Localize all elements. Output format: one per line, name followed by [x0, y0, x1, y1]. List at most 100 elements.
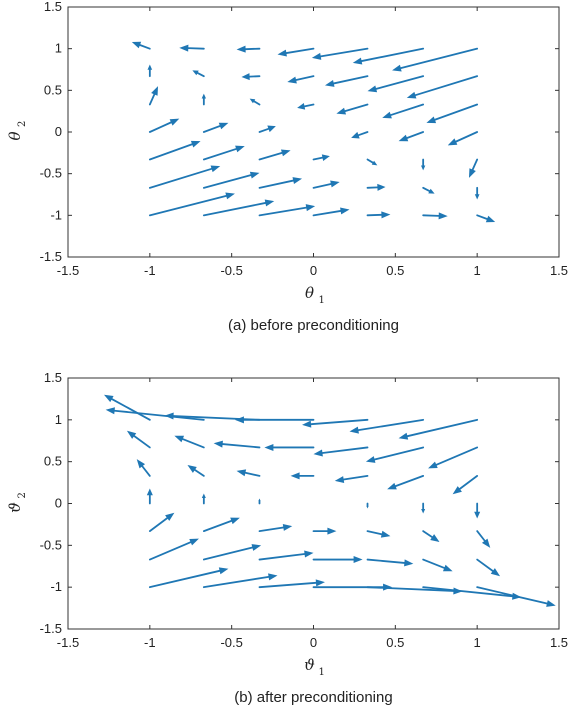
y-axis-label-group: ϑ2 — [6, 492, 28, 513]
vector-arrow — [474, 502, 481, 519]
x-tick-label: 1.5 — [550, 263, 568, 278]
vector-arrow — [258, 149, 291, 161]
y-tick-label: -1.5 — [40, 249, 62, 264]
vector-arrow — [202, 199, 275, 217]
vector-arrow — [201, 93, 207, 106]
vector-arrow — [202, 171, 260, 189]
vector-arrow — [148, 567, 229, 589]
vector-arrow — [131, 41, 151, 50]
vector-arrow — [351, 131, 369, 139]
vector-arrow — [422, 558, 453, 572]
y-tick-label: 0.5 — [44, 454, 62, 469]
y-axis-label: ϑ — [6, 502, 24, 513]
vector-arrow — [126, 430, 151, 449]
vector-arrow — [258, 550, 314, 561]
vector-arrow — [422, 530, 440, 542]
vector-arrow — [202, 145, 245, 161]
vector-arrow — [258, 523, 293, 533]
y-tick-label: 1.5 — [44, 370, 62, 385]
vector-arrow — [312, 207, 350, 217]
vector-arrow — [287, 75, 315, 84]
vector-arrow — [258, 579, 325, 589]
vector-arrow — [148, 192, 235, 217]
x-tick-label: 0 — [310, 263, 317, 278]
y-axis-label-group: θ2 — [6, 121, 28, 141]
y-tick-label: 0 — [55, 496, 62, 511]
vector-arrow — [312, 556, 363, 564]
vector-arrow — [290, 472, 315, 480]
panel-caption: (b) after preconditioning — [234, 689, 392, 706]
vector-arrow — [297, 103, 315, 110]
vector-arrow — [202, 544, 262, 561]
x-tick-label: 0 — [310, 635, 317, 650]
x-tick-label: -1 — [144, 263, 156, 278]
vector-arrow — [312, 180, 340, 189]
x-axis-label: θ — [305, 284, 314, 302]
vector-arrow — [258, 125, 276, 133]
vector-arrow — [241, 73, 261, 81]
vector-arrow — [105, 407, 205, 421]
x-tick-label: -0.5 — [220, 635, 242, 650]
vector-arrow — [148, 140, 201, 161]
vector-arrow — [187, 465, 205, 477]
vector-arrow — [387, 474, 425, 490]
vector-arrow — [392, 47, 479, 72]
vector-arrow — [311, 47, 369, 60]
vector-arrow — [148, 165, 221, 189]
x-axis-label-subscript: 1 — [319, 667, 325, 678]
y-tick-label: -0.5 — [40, 166, 62, 181]
vector-arrow — [146, 488, 153, 505]
x-tick-label: 0.5 — [386, 263, 404, 278]
vector-arrow — [312, 154, 330, 161]
vector-arrow — [420, 158, 426, 171]
vector-arrow — [201, 493, 206, 505]
y-axis-label: θ — [6, 131, 24, 140]
x-tick-label: 1.5 — [550, 635, 568, 650]
y-tick-label: -1 — [50, 579, 62, 594]
vector-arrow — [164, 412, 261, 421]
vector-arrow — [422, 212, 448, 220]
x-tick-label: 0.5 — [386, 635, 404, 650]
y-tick-label: 0.5 — [44, 82, 62, 97]
vector-arrow — [104, 394, 151, 421]
x-axis-label: ϑ — [304, 656, 315, 674]
vector-arrow — [148, 118, 180, 133]
vector-arrow — [366, 530, 391, 538]
vector-arrow — [174, 435, 205, 449]
vector-arrow — [236, 45, 261, 53]
vector-arrow — [366, 158, 378, 166]
vector-arrow — [365, 446, 425, 463]
vector-arrow — [213, 440, 261, 449]
vector-arrow — [202, 573, 278, 589]
y-tick-label: 1 — [55, 41, 62, 56]
x-tick-label: -1 — [144, 635, 156, 650]
vector-arrow — [136, 459, 151, 477]
vector-arrow — [249, 98, 261, 106]
vector-arrow — [474, 186, 480, 200]
vector-arrow — [406, 75, 479, 99]
x-tick-label: -1.5 — [57, 263, 79, 278]
vector-arrow — [324, 75, 369, 87]
x-tick-label: -1.5 — [57, 635, 79, 650]
vector-arrow — [148, 538, 199, 561]
y-tick-label: -1.5 — [40, 621, 62, 636]
y-axis-label-subscript: 2 — [17, 121, 28, 127]
vector-arrow — [202, 122, 229, 133]
x-axis-label-subscript: 1 — [319, 295, 325, 306]
vector-arrow — [476, 558, 501, 577]
vector-arrow — [147, 64, 153, 78]
vector-arrow — [234, 416, 315, 424]
vector-arrow — [192, 70, 205, 78]
axes-box — [67, 6, 560, 258]
vector-arrow — [468, 158, 479, 178]
vector-arrow — [422, 186, 435, 194]
vector-arrow — [447, 131, 479, 146]
vector-arrow — [334, 474, 369, 484]
vector-arrow — [302, 418, 369, 428]
vector-arrow — [426, 103, 479, 124]
vector-arrow — [336, 103, 369, 115]
chart-before-preconditioning: -1.5 -1 -0.5 0 0.5 1 1.51.510.50-0.5-1-1.5θ 1θ2… — [6, 0, 568, 334]
vector-arrow — [312, 527, 337, 535]
y-tick-label: 0 — [55, 124, 62, 139]
